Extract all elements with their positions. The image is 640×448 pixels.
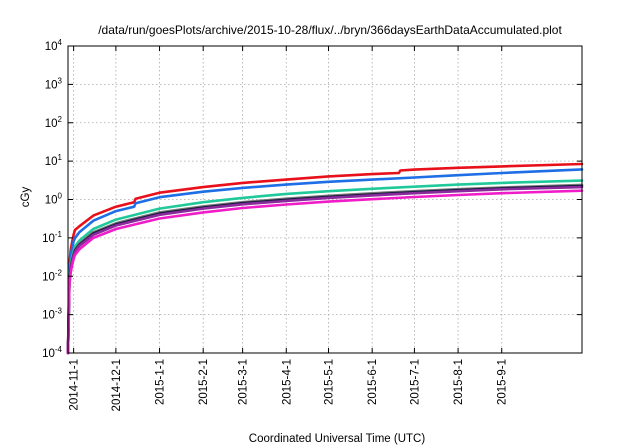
y-tick-label: 101 [45,153,63,168]
y-tick-label: 10-1 [42,230,62,245]
series-line-3 [66,179,584,355]
chart-title: /data/run/goesPlots/archive/2015-10-28/f… [98,23,562,37]
y-tick-label: 10-4 [42,345,62,360]
y-tick-label: 103 [45,76,63,91]
series-line-1 [66,162,584,355]
x-tick-label: 2015-7-1 [409,359,421,405]
x-tick-label: 2015-1-1 [155,359,167,405]
x-tick-label: 2015-4-1 [281,359,293,405]
series-layer [66,162,584,355]
y-tick-label: 100 [45,192,63,207]
x-axis-label: Coordinated Universal Time (UTC) [249,433,426,445]
grid [68,46,582,353]
series-line-4 [66,183,584,355]
y-axis: 10-4 10-3 10-2 10-1 100 101 102 103 104 [42,38,582,360]
x-axis: 2014-11-1 2014-12-1 2015-1-1 2015-2-1 2015-3… [69,46,509,411]
y-tick-label: 102 [45,115,63,130]
series-line-2 [66,168,584,355]
x-tick-label: 2015-5-1 [324,359,336,405]
y-tick-label: 10-3 [42,307,62,322]
x-tick-label: 2015-8-1 [453,359,465,405]
x-tick-label: 2014-12-1 [111,359,123,411]
x-tick-label: 2014-11-1 [69,359,81,411]
x-tick-label: 2015-6-1 [367,359,379,405]
y-axis-label: cGy [20,187,32,208]
y-tick-label: 10-2 [42,268,62,283]
x-tick-label: 2015-2-1 [198,359,210,405]
x-tick-label: 2015-3-1 [238,359,250,405]
series-line-7 [66,189,584,355]
y-tick-label: 104 [45,38,63,53]
x-tick-label: 2015-9-1 [497,359,509,405]
